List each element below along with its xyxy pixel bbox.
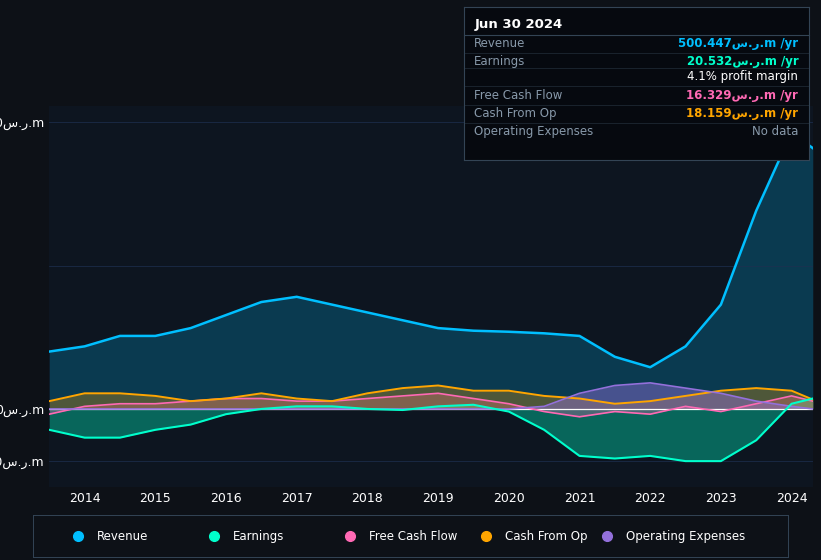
Text: Revenue: Revenue [475,37,525,50]
Text: 500.447س.ر.m /yr: 500.447س.ر.m /yr [678,37,798,50]
Text: Free Cash Flow: Free Cash Flow [369,530,457,543]
Text: No data: No data [752,125,798,138]
Text: Revenue: Revenue [97,530,149,543]
Text: 20.532س.ر.m /yr: 20.532س.ر.m /yr [686,55,798,68]
Text: Jun 30 2024: Jun 30 2024 [475,18,562,31]
Text: Operating Expenses: Operating Expenses [475,125,594,138]
Text: Earnings: Earnings [475,55,525,68]
Text: 4.1% profit margin: 4.1% profit margin [687,71,798,83]
Text: Cash From Op: Cash From Op [475,107,557,120]
Text: Cash From Op: Cash From Op [505,530,587,543]
Text: 18.159س.ر.m /yr: 18.159س.ر.m /yr [686,107,798,120]
Text: 16.329س.ر.m /yr: 16.329س.ر.m /yr [686,88,798,102]
Text: Earnings: Earnings [233,530,284,543]
Text: Operating Expenses: Operating Expenses [626,530,745,543]
Text: Free Cash Flow: Free Cash Flow [475,88,562,102]
